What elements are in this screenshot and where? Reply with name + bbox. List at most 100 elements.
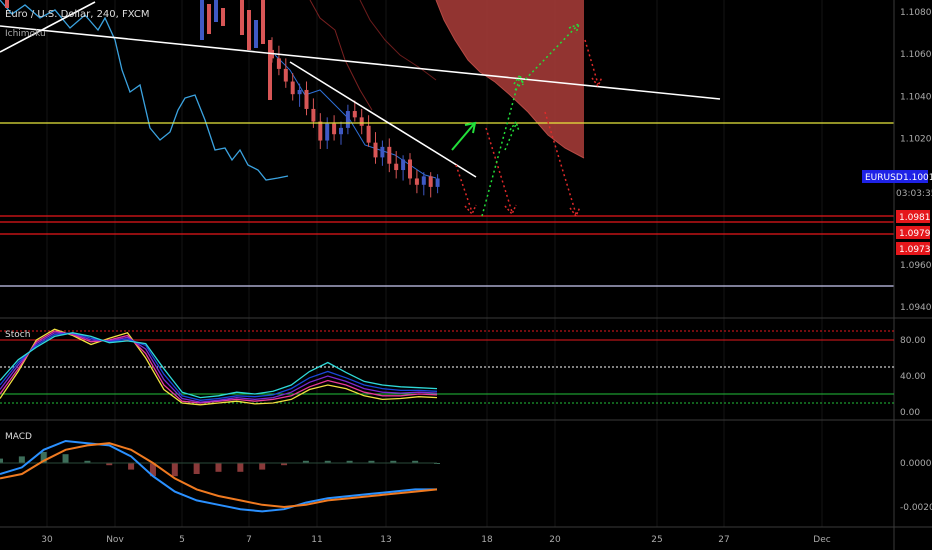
grid	[46, 0, 823, 527]
candle-body	[421, 176, 426, 185]
candle-body	[325, 123, 330, 141]
ichimoku-chikou-line	[0, 0, 289, 181]
stoch-line	[0, 332, 438, 399]
time-tick-label: 5	[179, 535, 185, 545]
macd-hist-bar	[0, 458, 3, 463]
macd-hist-bar	[368, 460, 375, 463]
price-tick-label: 1.1060	[900, 50, 932, 60]
candle-body	[373, 142, 378, 158]
price-tick-label: 1.1040	[900, 92, 932, 102]
macd-lines	[0, 439, 438, 513]
stoch-label[interactable]: Stoch	[5, 330, 30, 340]
left-rising-trendline[interactable]	[0, 1, 96, 53]
candle-body	[318, 121, 323, 141]
candle-body	[435, 178, 440, 187]
macd-hist-bar	[281, 463, 288, 466]
stoch-line	[0, 330, 438, 404]
candle-body	[414, 178, 419, 185]
price-tag-countdown: 03:03:35	[896, 189, 932, 199]
macd-hist-bar	[346, 460, 353, 463]
candle-body	[290, 81, 295, 95]
price-tick-label: 1.0960	[900, 261, 932, 271]
stoch-tick-label: 40.00	[900, 372, 926, 382]
macd-hist-bar	[412, 460, 419, 463]
time-tick-label: 30	[41, 535, 53, 545]
candle-body	[359, 117, 364, 126]
macd-line	[0, 439, 437, 513]
macd-label[interactable]: MACD	[5, 432, 32, 442]
tag-1.0979: 1.0979	[899, 229, 931, 239]
candle-body	[276, 58, 281, 69]
macd-hist-bar	[171, 463, 178, 477]
macd-histogram	[0, 452, 440, 477]
candle-body	[311, 108, 316, 122]
macd-tick-label: -0.0020	[900, 503, 932, 513]
price-tag-symbol: EURUSD	[865, 173, 903, 183]
macd-line	[0, 442, 438, 509]
time-tick-label: 11	[311, 535, 322, 545]
candle-body	[387, 146, 392, 164]
price-axis-labels: 1.1080 1.1060 1.1040 1.1020 1.0960 1.0940 80.0…	[900, 8, 932, 513]
ichimoku-span-line	[309, 0, 373, 111]
level-price-tags: 1.0981 1.0979 1.0973	[896, 210, 931, 255]
short-trendline[interactable]	[289, 61, 477, 178]
tag-1.0981: 1.0981	[899, 213, 931, 223]
candles	[270, 37, 440, 198]
candle-body	[428, 176, 433, 187]
candle-body	[297, 89, 302, 95]
time-tick-label: 25	[651, 535, 662, 545]
price-tag-value: 1.1001	[903, 173, 932, 183]
long-trendline[interactable]	[0, 25, 721, 100]
candle-body	[366, 125, 371, 143]
macd-hist-bar	[193, 463, 200, 474]
candle-body	[332, 123, 337, 135]
candle-body	[304, 89, 309, 109]
macd-hist-bar	[390, 460, 397, 463]
symbol-title[interactable]: Euro / U.S. Dollar, 240, FXCM	[5, 9, 150, 20]
stoch-tick-label: 0.00	[900, 408, 920, 418]
tag-1.0973: 1.0973	[899, 245, 931, 255]
macd-hist-bar	[324, 460, 331, 463]
ichimoku-span-line-2	[359, 0, 437, 81]
time-tick-label: 27	[718, 535, 729, 545]
candle-body	[408, 159, 412, 179]
ichimoku-label[interactable]: Ichimoku	[5, 29, 46, 39]
macd-tick-label: 0.0000	[900, 459, 932, 469]
macd-hist-bar	[128, 463, 135, 470]
candle-body	[394, 163, 399, 171]
stoch-tick-label: 80.00	[900, 336, 926, 346]
early-candles	[5, 0, 272, 100]
time-tick-label: 18	[481, 535, 493, 545]
stoch-lines	[0, 328, 438, 406]
time-axis-labels: 30 Nov 5 7 11 13 18 20 25 27 Dec	[41, 535, 830, 545]
price-tick-label: 1.0940	[900, 303, 932, 313]
macd-hist-bar	[149, 463, 156, 477]
time-tick-label: 13	[380, 535, 391, 545]
candle-body	[380, 146, 385, 158]
time-tick-label: 7	[246, 535, 252, 545]
candle-body	[283, 68, 288, 82]
candle-body	[339, 127, 343, 135]
candle-body	[352, 111, 357, 118]
stoch-line	[0, 332, 438, 403]
projection-arrows	[451, 22, 603, 218]
macd-hist-bar	[259, 463, 266, 470]
time-tick-label: Dec	[813, 535, 830, 545]
cloud-upper-edge	[435, 0, 585, 159]
price-tick-label: 1.1020	[900, 134, 932, 144]
current-price-tag: EURUSD 1.1001 03:03:35	[862, 170, 932, 199]
macd-hist-bar	[62, 454, 69, 463]
stoch-line	[0, 328, 438, 406]
macd-hist-bar	[215, 463, 222, 472]
candle-body	[401, 159, 406, 171]
macd-hist-bar	[237, 463, 244, 472]
time-tick-label: Nov	[106, 535, 124, 545]
time-tick-label: 20	[549, 535, 561, 545]
macd-hist-bar	[40, 452, 47, 463]
price-tick-label: 1.1080	[900, 8, 932, 18]
macd-hist-bar	[18, 456, 25, 463]
macd-hist-bar	[106, 463, 113, 466]
candle-body	[345, 111, 350, 128]
